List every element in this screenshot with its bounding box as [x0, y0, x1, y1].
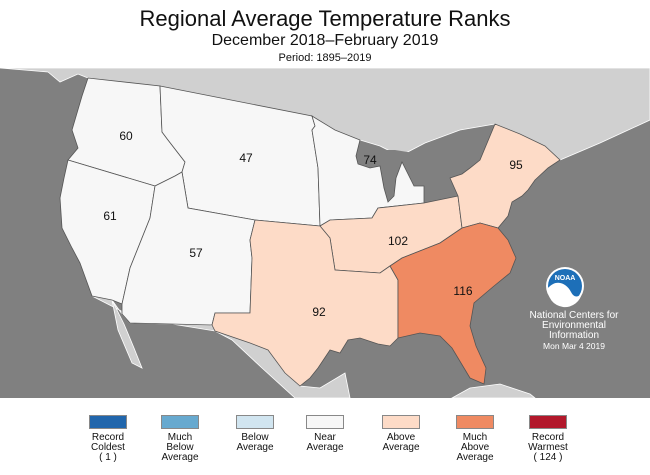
legend: Record Coldest ( 1 ) Much Below Average …: [0, 415, 650, 475]
cuba-land: [451, 383, 536, 398]
legend-above: Above Average: [363, 415, 439, 453]
credit-line-1: National Centers for: [529, 310, 619, 321]
baja-peninsula: [111, 299, 143, 369]
swatch-above: [382, 415, 420, 429]
ncei-credit: National Centers for Environmental Infor…: [524, 310, 624, 352]
map-subtitle: December 2018–February 2019: [211, 32, 439, 49]
lake-ontario: [444, 166, 470, 176]
region-southeast: [389, 222, 517, 385]
legend-record-warmest: Record Warmest ( 124 ): [510, 415, 586, 463]
legend-near: Near Average: [287, 415, 363, 453]
swatch-much-below: [161, 415, 199, 429]
swatch-below: [236, 415, 274, 429]
credit-line-2: Environmental: [542, 320, 606, 331]
lake-michigan: [380, 164, 394, 202]
swatch-much-above: [456, 415, 494, 429]
rank-upper-midwest: 74: [363, 153, 377, 167]
lake-superior: [356, 150, 420, 168]
region-upper-midwest: [311, 115, 425, 227]
rank-ohio-valley: 102: [388, 234, 408, 248]
legend-below: Below Average: [217, 415, 293, 453]
lake-huron: [402, 160, 428, 186]
noaa-logo-text: NOAA: [555, 275, 576, 282]
rank-southwest: 57: [189, 246, 203, 260]
region-south: [211, 219, 399, 387]
noaa-logo-icon: NOAA: [546, 267, 584, 308]
credit-date: Mon Mar 4 2019: [543, 341, 605, 351]
swatch-near: [306, 415, 344, 429]
period-label: Period: 1895–2019: [278, 52, 372, 64]
legend-record-coldest: Record Coldest ( 1 ): [70, 415, 146, 463]
swatch-record-coldest: [89, 415, 127, 429]
rank-west: 61: [103, 209, 117, 223]
us-region-map: 60 61 47 57 74 102 92 95 116 NOAA: [0, 68, 650, 398]
rank-northeast: 95: [509, 158, 523, 172]
lake-erie: [418, 178, 450, 194]
rank-northwest: 60: [119, 129, 133, 143]
rank-northern-rockies-plains: 47: [239, 151, 253, 165]
canada-land: [0, 68, 650, 161]
map-title: Regional Average Temperature Ranks: [139, 6, 511, 31]
legend-much-above: Much Above Average: [437, 415, 513, 463]
legend-much-below: Much Below Average: [142, 415, 218, 463]
rank-southeast: 116: [453, 284, 472, 298]
swatch-record-warmest: [529, 415, 567, 429]
credit-line-3: Information: [548, 330, 600, 341]
rank-south: 92: [312, 305, 326, 319]
